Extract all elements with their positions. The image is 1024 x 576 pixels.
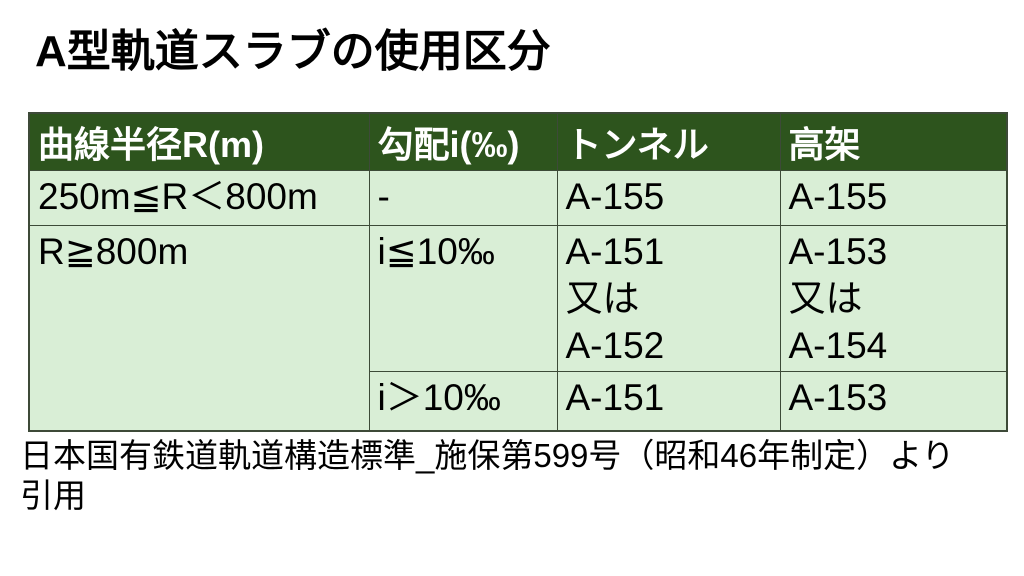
table-row: 250m≦R＜800m - A-155 A-155 [28,170,1008,226]
table-header-row: 曲線半径R(m) 勾配i(‰) トンネル 高架 [28,112,1008,171]
header-cell-curve-radius: 曲線半径R(m) [28,112,370,171]
table-cell-gradient-3: i＞10‰ [368,371,558,432]
table-cell-gradient-1: - [368,170,558,226]
table-cell-viaduct-2: A-153 又は A-154 [779,225,1008,372]
table-cell-tunnel-1: A-155 [556,170,781,226]
track-slab-usage-table: 曲線半径R(m) 勾配i(‰) トンネル 高架 250m≦R＜800m - A-… [28,112,1008,432]
header-cell-tunnel: トンネル [556,112,781,171]
table-cell-radius-range-1: 250m≦R＜800m [28,170,370,226]
table-row: i＞10‰ A-151 A-153 [29,371,1008,432]
table-cell-gradient-2: i≦10‰ [368,225,558,372]
table-row: R≧800m i≦10‰ A-151 又は A-152 A-153 又は A-1… [28,225,1008,432]
table-cell-viaduct-3: A-153 [779,371,1008,432]
source-citation: 日本国有鉄道軌道構造標準_施保第599号（昭和46年制定）より引用 [20,437,955,514]
table-cell-tunnel-3: A-151 [556,371,781,432]
table-cell-radius-range-2: R≧800m [28,225,370,432]
table-cell-tunnel-2: A-151 又は A-152 [556,225,781,372]
page-title: A型軌道スラブの使用区分 [35,27,551,76]
table-cell-viaduct-1: A-155 [779,170,1008,226]
header-cell-gradient: 勾配i(‰) [368,112,558,171]
header-cell-viaduct: 高架 [779,112,1008,171]
